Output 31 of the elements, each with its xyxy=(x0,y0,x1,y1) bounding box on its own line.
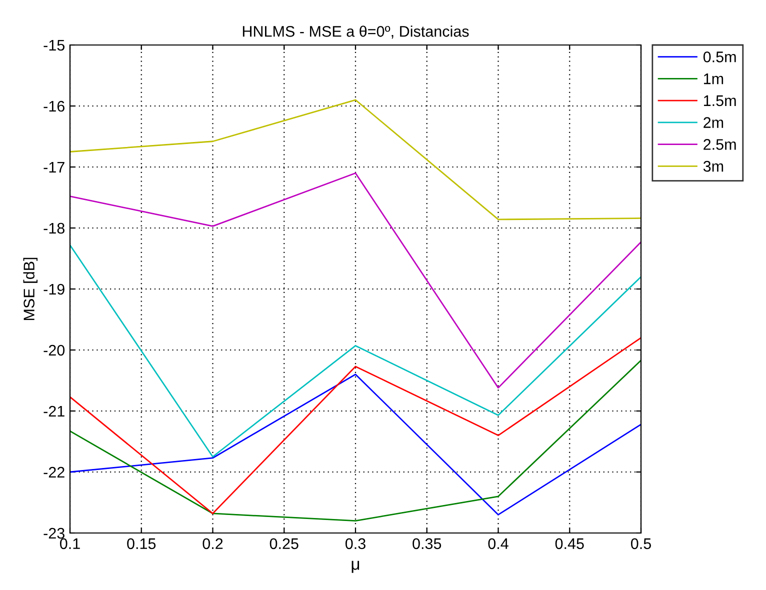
x-tick-label: 0.4 xyxy=(488,538,508,550)
x-tick-label: 0.3 xyxy=(345,538,366,550)
y-tick-label: -21 xyxy=(44,406,64,417)
legend-label: 1m xyxy=(704,74,724,84)
chart-title: HNLMS - MSE a θ=0º, Distancias xyxy=(242,26,469,39)
line-series xyxy=(70,172,641,389)
legend-label: 2.5m xyxy=(704,139,736,150)
x-tick-label: 0.25 xyxy=(270,538,298,550)
x-tick-label: 0.5 xyxy=(630,538,651,550)
y-axis-title: MSE [dB] xyxy=(23,258,38,320)
legend-label: 0.5m xyxy=(703,52,736,62)
y-tick-label: -20 xyxy=(44,344,65,356)
line-series xyxy=(70,244,641,458)
legend-label: 1.5m xyxy=(704,95,736,106)
x-tick-label: 0.35 xyxy=(412,538,442,550)
y-tick-label: -23 xyxy=(44,528,64,539)
x-tick-label: 0.2 xyxy=(202,538,223,550)
legend-label: 2m xyxy=(704,117,724,128)
x-tick-label: 0.1 xyxy=(60,538,80,550)
y-tick-label: -18 xyxy=(44,222,64,234)
x-tick-label: 0.15 xyxy=(127,538,156,550)
x-tick-label: 0.45 xyxy=(555,538,584,550)
line-series xyxy=(70,99,641,220)
y-tick-label: -15 xyxy=(44,40,64,51)
y-tick-label: -16 xyxy=(44,100,64,112)
line-series xyxy=(70,337,641,514)
y-tick-label: -17 xyxy=(44,162,64,173)
legend-label: 3m xyxy=(703,160,724,172)
y-tick-label: -22 xyxy=(44,466,64,478)
x-axis-title: μ xyxy=(352,560,360,573)
y-tick-label: -19 xyxy=(44,284,64,295)
